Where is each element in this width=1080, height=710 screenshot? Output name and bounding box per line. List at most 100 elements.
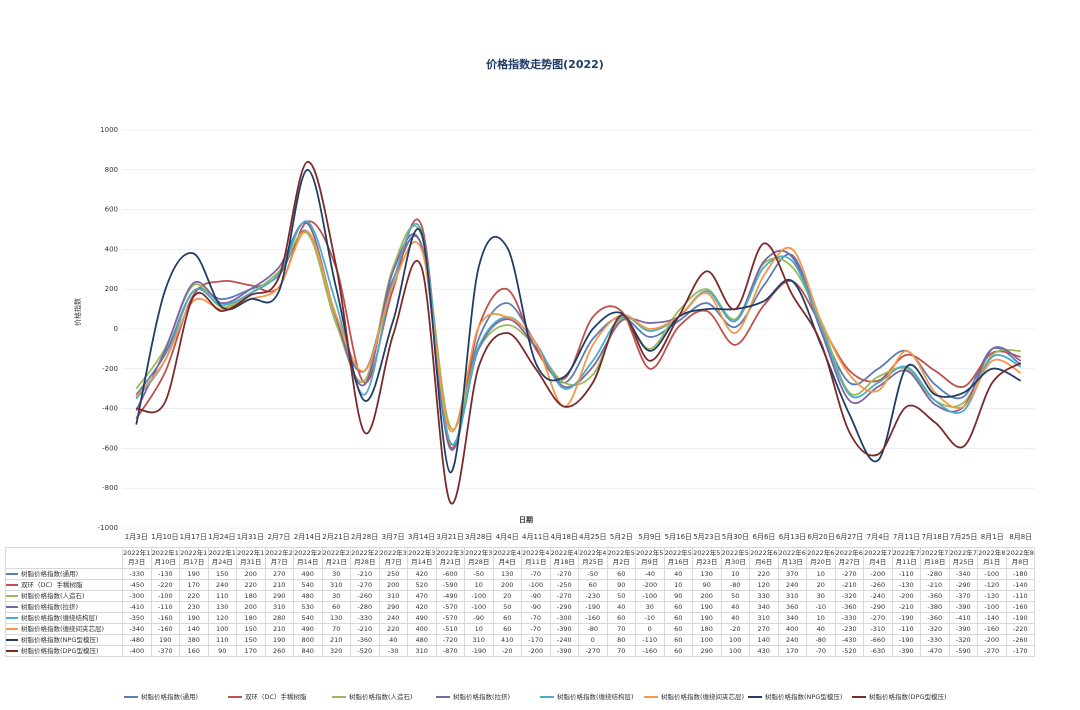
table-cell: 60	[663, 601, 693, 613]
x-tick-label: 1月24日	[208, 533, 235, 541]
table-cell: -190	[464, 645, 494, 657]
table-cell: -570	[435, 601, 465, 613]
table-cell: 60	[663, 623, 693, 635]
x-tick-label: 6月27日	[836, 533, 863, 541]
legend-swatch	[6, 583, 18, 586]
table-cell: 270	[749, 623, 779, 635]
table-cell: 2022年3月21日	[435, 547, 465, 569]
table-cell: -600	[435, 568, 465, 580]
legend-swatch	[6, 627, 18, 630]
table-cell: -40	[635, 568, 665, 580]
table-cell: 230	[179, 601, 209, 613]
table-cell: 130	[321, 612, 351, 624]
table-cell: -100	[150, 590, 180, 602]
table-cell: 400	[407, 623, 437, 635]
table-cell: 100	[207, 623, 237, 635]
table-cell: 40	[663, 568, 693, 580]
y-axis-label: 价格指数	[73, 298, 82, 326]
table-cell: 2022年7月4日	[863, 547, 893, 569]
table-cell: -80	[720, 579, 750, 591]
table-cell: 150	[207, 568, 237, 580]
legend-label: 树脂价格指数(DPG型模压)	[869, 692, 947, 701]
table-cell: 530	[293, 601, 323, 613]
x-tick-label: 3月21日	[436, 533, 463, 541]
table-cell: 2022年2月28日	[350, 547, 380, 569]
table-cell: 40	[378, 634, 408, 646]
table-cell: 2022年4月18日	[549, 547, 579, 569]
series-line	[135, 220, 1022, 446]
table-cell: 90	[663, 590, 693, 602]
table-cell: -260	[350, 590, 380, 602]
table-cell: 210	[264, 579, 294, 591]
table-cell: -290	[948, 579, 978, 591]
table-cell: 30	[321, 590, 351, 602]
table-cell: 0	[635, 623, 665, 635]
legend-swatch	[6, 572, 18, 575]
x-tick-label: 1月31日	[237, 533, 264, 541]
table-cell: 2022年5月9日	[635, 547, 665, 569]
table-cell: 90	[606, 579, 636, 591]
table-cell: 树脂价格指数(缠绕结构层)	[5, 612, 123, 624]
table-cell: 180	[236, 590, 266, 602]
legend-label: 树脂价格指数(拉挤)	[453, 692, 510, 701]
table-cell: -30	[378, 645, 408, 657]
y-tick-label: 400	[105, 245, 118, 253]
table-cell: -290	[863, 601, 893, 613]
table-cell: 2022年8月8日	[1005, 547, 1035, 569]
table-cell: 10	[806, 568, 836, 580]
table-cell: -90	[521, 590, 551, 602]
table-cell: -300	[549, 612, 579, 624]
legend-label: 双环（DC）手糊树脂	[245, 692, 307, 701]
table-row: 树脂价格指数(拉挤) -410 -110 230 130 200 310 530 60 -280 2…	[5, 601, 1035, 613]
table-cell: 190	[179, 612, 209, 624]
table-cell: 220	[179, 590, 209, 602]
table-cell: 树脂价格指数(缠绕间夹芯层)	[5, 623, 123, 635]
table-cell: -160	[977, 623, 1007, 635]
table-cell: -380	[920, 601, 950, 613]
table-cell: 60	[606, 568, 636, 580]
chart-title: 价格指数走势图(2022)	[486, 57, 604, 71]
table-cell: -70	[521, 623, 551, 635]
x-tick-label: 8月8日	[1009, 533, 1032, 541]
table-cell: -210	[350, 568, 380, 580]
table-cell: -200	[863, 568, 893, 580]
table-cell: 80	[606, 634, 636, 646]
table-cell: -10	[635, 612, 665, 624]
table-cell: 2022年7月11日	[891, 547, 921, 569]
table-cell: 340	[749, 601, 779, 613]
table-cell: 200	[236, 601, 266, 613]
table-cell: -140	[1005, 579, 1035, 591]
table-row: 树脂价格指数(NPG型模压) -480 190 380 110 150 190 800 210-…	[5, 634, 1035, 646]
table-cell: -320	[948, 634, 978, 646]
x-tick-label: 2月7日	[267, 533, 290, 541]
table-cell: 40	[720, 601, 750, 613]
table-cell: 180	[236, 612, 266, 624]
table-cell: 2022年1月3日	[122, 547, 152, 569]
table-cell: -70	[521, 612, 551, 624]
table-cell: 树脂价格指数(拉挤)	[5, 601, 123, 613]
table-cell: 2022年5月30日	[720, 547, 750, 569]
table-cell: 470	[407, 590, 437, 602]
table-cell: -270	[977, 645, 1007, 657]
x-tick-label: 1月3日	[125, 533, 148, 541]
table-cell: 0	[578, 634, 608, 646]
table-cell: 540	[293, 612, 323, 624]
legend-label: 树脂价格指数(NPG型模压)	[765, 692, 842, 701]
table-cell: -360	[920, 612, 950, 624]
table-cell: -400	[122, 645, 152, 657]
x-tick-label: 7月4日	[867, 533, 890, 541]
table-cell: 190	[264, 634, 294, 646]
table-cell: -90	[464, 612, 494, 624]
table-cell: 100	[720, 645, 750, 657]
table-cell: -290	[549, 601, 579, 613]
table-cell: -220	[1005, 623, 1035, 635]
table-cell: 60	[663, 612, 693, 624]
table-cell: -340	[122, 623, 152, 635]
table-cell: -330	[920, 634, 950, 646]
table-row: 双环（DC）手糊树脂 -450 -220 170 240 220 210 540 310 -270…	[5, 579, 1035, 591]
table-cell: 2022年1月24日	[207, 547, 237, 569]
table-cell: 10	[464, 579, 494, 591]
table-cell: 800	[293, 634, 323, 646]
table-cell: -110	[635, 634, 665, 646]
